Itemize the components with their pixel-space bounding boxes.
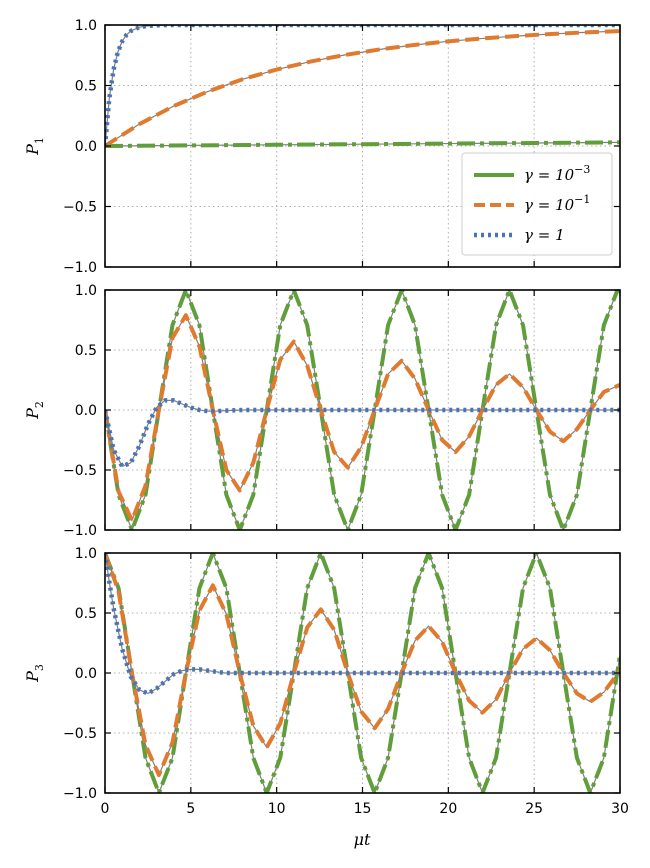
series-group bbox=[105, 553, 620, 793]
y-tick-label: 1.0 bbox=[75, 18, 97, 34]
x-axis-label-group: μt bbox=[354, 830, 371, 849]
series-line bbox=[105, 553, 620, 777]
y-tick-label: −1.0 bbox=[63, 786, 97, 802]
x-tick-label: 25 bbox=[525, 801, 543, 817]
x-tick-label: 30 bbox=[611, 801, 629, 817]
y-tick-label: 0.5 bbox=[75, 606, 97, 622]
y-tick-label: −0.5 bbox=[63, 726, 97, 742]
y-tick-label: −1.0 bbox=[63, 260, 97, 276]
legend-box bbox=[461, 152, 613, 256]
y-tick-label: 1.0 bbox=[75, 546, 97, 562]
y-tick-label: 0.0 bbox=[75, 403, 97, 419]
y-axis-label-main: P bbox=[23, 408, 42, 420]
x-tick-label: 10 bbox=[268, 801, 286, 817]
x-tick-label: 0 bbox=[101, 801, 110, 817]
y-tick-label: −0.5 bbox=[63, 200, 97, 216]
y-tick-label: 0.5 bbox=[75, 343, 97, 359]
legend: γ = 10−3γ = 10−1γ = 1 bbox=[461, 152, 613, 256]
y-tick-label: −0.5 bbox=[63, 463, 97, 479]
x-axis-label: μt bbox=[354, 830, 371, 849]
y-axis-label: P3 bbox=[23, 664, 46, 683]
x-tick-label: 15 bbox=[354, 801, 372, 817]
y-axis-label: P2 bbox=[23, 401, 46, 420]
legend-label: γ = 10−3 bbox=[524, 163, 590, 184]
legend-label: γ = 10−1 bbox=[524, 193, 590, 214]
series-reference-line bbox=[105, 553, 620, 777]
ticks: −1.0 −0.5 0.0 0.5 1.0 0 5 10 15 20 25 30 bbox=[63, 546, 629, 817]
y-tick-label: 0.0 bbox=[75, 666, 97, 682]
y-tick-label: 1.0 bbox=[75, 283, 97, 299]
series-line bbox=[105, 398, 620, 469]
legend-label-base: γ = 10 bbox=[524, 196, 575, 214]
series-line bbox=[105, 140, 620, 148]
x-tick-label: 20 bbox=[439, 801, 457, 817]
series-line bbox=[105, 313, 620, 523]
series-line bbox=[105, 553, 620, 696]
series-group bbox=[105, 290, 620, 530]
legend-label-exponent: −1 bbox=[574, 193, 590, 206]
y-tick-label: 0.0 bbox=[75, 139, 97, 155]
y-tick-label: 0.5 bbox=[75, 79, 97, 95]
y-axis-label-subscript: 3 bbox=[33, 664, 46, 671]
y-tick-label: −1.0 bbox=[63, 523, 97, 539]
ticks: −1.0 −0.5 0.0 0.5 1.0 bbox=[63, 283, 621, 539]
ticks: −1.0 −0.5 0.0 0.5 1.0 bbox=[63, 18, 621, 276]
y-axis-label-main: P bbox=[23, 671, 42, 683]
panel-3: −1.0 −0.5 0.0 0.5 1.0 0 5 10 15 20 25 30 P3 bbox=[23, 546, 629, 817]
legend-label-base: γ = 10 bbox=[524, 166, 575, 184]
series-line bbox=[105, 290, 620, 530]
panel-2: −1.0 −0.5 0.0 0.5 1.0 P2 bbox=[23, 283, 621, 539]
x-tick-label: 5 bbox=[186, 801, 195, 817]
y-axis-label-subscript: 1 bbox=[33, 137, 46, 144]
legend-label-exponent: −3 bbox=[574, 163, 590, 176]
series-line bbox=[105, 29, 620, 148]
y-axis-label-main: P bbox=[23, 144, 42, 156]
y-axis-label: P1 bbox=[23, 137, 46, 156]
y-axis-label-subscript: 2 bbox=[33, 401, 46, 408]
legend-label: γ = 1 bbox=[524, 226, 565, 244]
legend-label-base: γ = 1 bbox=[524, 226, 565, 244]
